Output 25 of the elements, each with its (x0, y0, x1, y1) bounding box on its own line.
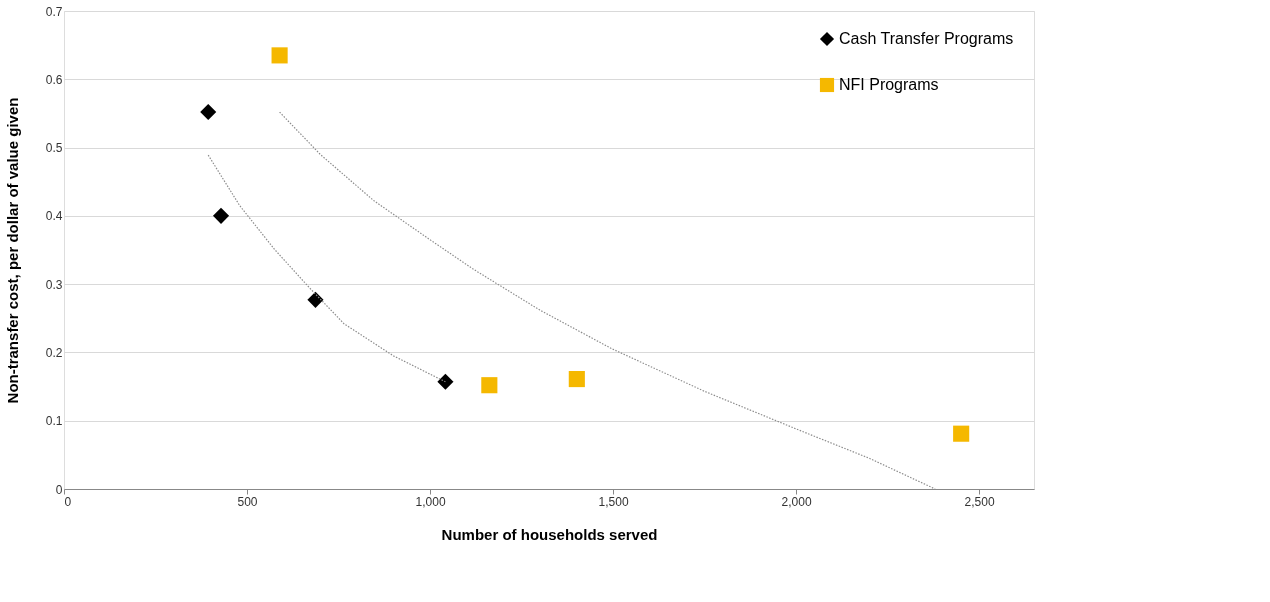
y-tick-label: 0 (55, 482, 63, 497)
x-tick-label: 1,000 (415, 494, 446, 509)
legend-label: Cash Transfer Programs (839, 30, 1014, 47)
point (953, 425, 970, 442)
point (307, 291, 324, 308)
y-axis-title: Non-transfer cost, per dollar of value given (3, 97, 21, 404)
point (200, 104, 217, 121)
x-axis-title: Number of households served (441, 525, 658, 543)
x-tick-label: 1,500 (598, 494, 629, 509)
x-tick-label: 2,000 (781, 494, 812, 509)
point (568, 371, 585, 388)
y-tick-label: 0.4 (45, 209, 63, 224)
point (271, 47, 288, 64)
point (481, 377, 498, 394)
y-tick-label: 0.5 (45, 141, 63, 156)
x-tick-label: 500 (237, 494, 258, 509)
y-tick-label: 0.1 (45, 414, 63, 429)
point (437, 373, 454, 390)
y-tick-label: 0.2 (45, 345, 63, 360)
legend-label: NFI Programs (839, 76, 939, 93)
point (212, 207, 230, 224)
x-tick-label: 2,500 (964, 494, 995, 509)
y-tick-label: 0.7 (45, 4, 63, 19)
y-tick-label: 0.3 (45, 277, 63, 292)
y-tick-label: 0.6 (45, 72, 63, 87)
